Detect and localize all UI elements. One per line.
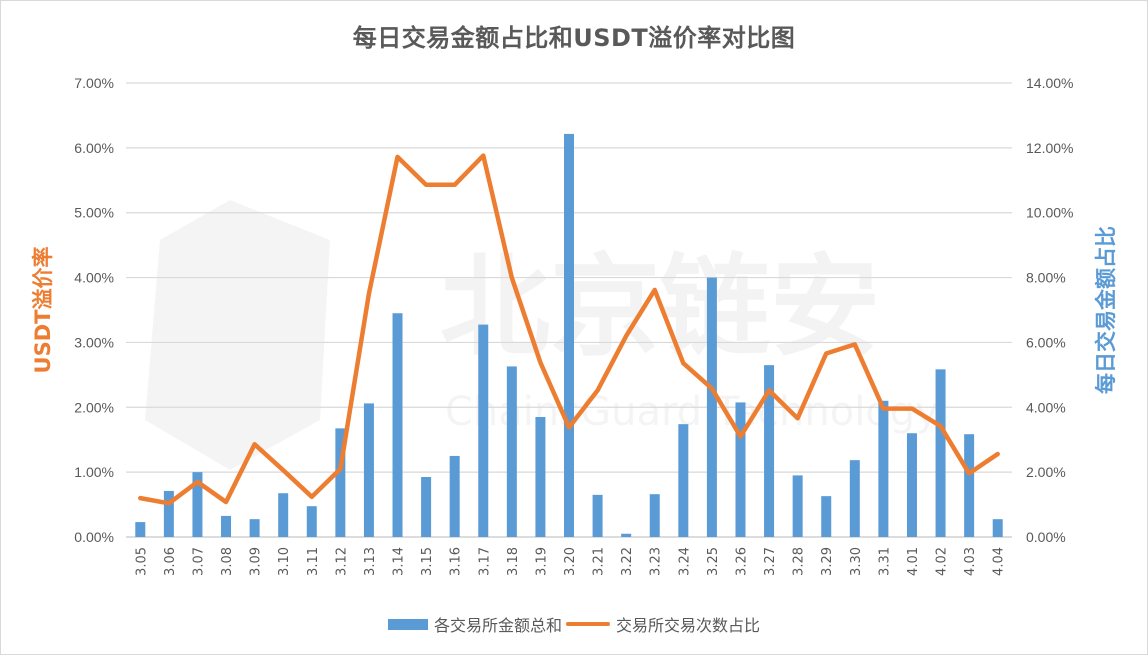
bar[interactable] bbox=[878, 400, 889, 537]
x-tick-label: 3.23 bbox=[649, 547, 664, 576]
svg-text:ChainsGuard Technology: ChainsGuard Technology bbox=[445, 389, 939, 435]
bar[interactable] bbox=[421, 477, 432, 537]
x-tick-label: 4.04 bbox=[992, 547, 1007, 576]
bar[interactable] bbox=[506, 366, 517, 537]
bar[interactable] bbox=[335, 428, 346, 537]
x-tick-label: 4.03 bbox=[963, 547, 978, 576]
bar-series bbox=[135, 133, 1003, 538]
y-left-tick-label: 4.00% bbox=[74, 270, 114, 286]
y-right-tick-label: 6.00% bbox=[1026, 334, 1066, 350]
x-tick-label: 3.27 bbox=[763, 547, 778, 576]
y-axis-right: 0.00% 2.00% 4.00% 6.00% 8.00% 10.00% 12.00% 14.… bbox=[1026, 75, 1073, 545]
bar[interactable] bbox=[363, 403, 374, 537]
y-left-tick-label: 3.00% bbox=[74, 334, 114, 350]
y-left-tick-label: 1.00% bbox=[74, 464, 114, 480]
y-left-tick-label: 0.00% bbox=[74, 529, 114, 545]
y-axis-right-title: 每日交易金额占比 bbox=[1094, 226, 1118, 394]
y-right-tick-label: 0.00% bbox=[1026, 529, 1066, 545]
bar[interactable] bbox=[678, 424, 689, 537]
y-right-tick-label: 2.00% bbox=[1026, 464, 1066, 480]
y-right-tick-label: 12.00% bbox=[1026, 140, 1073, 156]
bar[interactable] bbox=[249, 519, 260, 537]
x-tick-label: 3.17 bbox=[477, 547, 492, 576]
x-tick-label: 3.18 bbox=[506, 547, 521, 576]
x-tick-label: 3.05 bbox=[134, 547, 149, 576]
bar[interactable] bbox=[221, 515, 232, 537]
y-right-tick-label: 14.00% bbox=[1026, 75, 1073, 91]
bar[interactable] bbox=[992, 519, 1003, 537]
bar[interactable] bbox=[592, 494, 603, 537]
bar[interactable] bbox=[135, 522, 146, 537]
legend-item-bar[interactable]: 各交易所金额总和 bbox=[387, 612, 562, 636]
y-left-tick-label: 2.00% bbox=[74, 399, 114, 415]
bar[interactable] bbox=[792, 475, 803, 537]
x-tick-label: 3.28 bbox=[792, 547, 807, 576]
x-axis: 3.05 3.06 3.07 3.08 3.09 3.10 3.11 3.12 3.13 3.14… bbox=[134, 547, 1006, 576]
x-tick-label: 3.13 bbox=[363, 547, 378, 576]
y-axis-left-title: USDT溢价率 bbox=[31, 247, 55, 374]
bar[interactable] bbox=[306, 506, 317, 537]
bar[interactable] bbox=[478, 324, 489, 537]
legend-line-label: 交易所交易次数占比 bbox=[616, 616, 761, 635]
x-tick-label: 3.30 bbox=[849, 547, 864, 576]
x-tick-label: 3.29 bbox=[820, 547, 835, 576]
x-tick-label: 3.26 bbox=[734, 547, 749, 576]
x-tick-label: 4.02 bbox=[935, 547, 950, 576]
x-tick-label: 3.22 bbox=[620, 547, 635, 576]
bar[interactable] bbox=[392, 313, 403, 537]
bar[interactable] bbox=[163, 490, 174, 537]
chart-title: 每日交易金额占比和USDT溢价率对比图 bbox=[352, 24, 796, 52]
x-tick-label: 3.14 bbox=[392, 547, 407, 576]
x-tick-label: 3.06 bbox=[163, 547, 178, 576]
bar[interactable] bbox=[564, 133, 574, 538]
bar[interactable] bbox=[821, 496, 832, 537]
y-right-tick-label: 8.00% bbox=[1026, 270, 1066, 286]
bar[interactable] bbox=[706, 277, 717, 537]
x-tick-label: 3.24 bbox=[677, 547, 692, 576]
bar[interactable] bbox=[964, 434, 975, 537]
x-tick-label: 3.31 bbox=[877, 547, 892, 576]
y-right-tick-label: 10.00% bbox=[1026, 205, 1073, 221]
bar[interactable] bbox=[621, 533, 632, 537]
x-tick-label: 3.25 bbox=[706, 547, 721, 576]
x-tick-label: 3.21 bbox=[592, 547, 607, 576]
y-left-tick-label: 5.00% bbox=[74, 205, 114, 221]
watermark: 北京链安ChainsGuard Technology bbox=[145, 200, 939, 470]
x-tick-label: 3.08 bbox=[220, 547, 235, 576]
y-axis-left: 0.00% 1.00% 2.00% 3.00% 4.00% 5.00% 6.00% 7.00% bbox=[74, 75, 114, 545]
x-tick-label: 3.10 bbox=[277, 547, 292, 576]
bar[interactable] bbox=[764, 365, 775, 537]
legend-item-line[interactable]: 交易所交易次数占比 bbox=[566, 612, 760, 636]
x-tick-label: 3.15 bbox=[420, 547, 435, 576]
legend-bar-label: 各交易所金额总和 bbox=[433, 616, 562, 635]
y-right-tick-label: 4.00% bbox=[1026, 399, 1066, 415]
x-tick-label: 3.07 bbox=[191, 547, 206, 576]
bar[interactable] bbox=[935, 369, 946, 537]
bar[interactable] bbox=[849, 460, 860, 537]
x-tick-label: 3.12 bbox=[334, 547, 349, 576]
x-tick-label: 3.20 bbox=[563, 547, 578, 576]
legend: 各交易所金额总和 交易所交易次数占比 bbox=[0, 612, 1148, 636]
bar[interactable] bbox=[192, 472, 203, 537]
x-tick-label: 3.11 bbox=[306, 547, 321, 576]
x-tick-label: 3.19 bbox=[534, 547, 549, 576]
x-tick-label: 3.16 bbox=[449, 547, 464, 576]
legend-bar-swatch-icon bbox=[387, 618, 428, 630]
y-left-tick-label: 6.00% bbox=[74, 140, 114, 156]
x-tick-label: 4.01 bbox=[906, 547, 921, 576]
x-tick-label: 3.09 bbox=[249, 547, 264, 576]
bar[interactable] bbox=[535, 417, 546, 537]
legend-line-swatch-icon bbox=[566, 622, 610, 626]
y-left-tick-label: 7.00% bbox=[74, 75, 114, 91]
bar[interactable] bbox=[735, 402, 746, 537]
bar[interactable] bbox=[649, 494, 660, 537]
bar[interactable] bbox=[906, 433, 917, 537]
bar[interactable] bbox=[278, 493, 289, 537]
line-path[interactable] bbox=[138, 153, 1000, 506]
line-series bbox=[138, 153, 1000, 506]
bar[interactable] bbox=[449, 455, 460, 537]
